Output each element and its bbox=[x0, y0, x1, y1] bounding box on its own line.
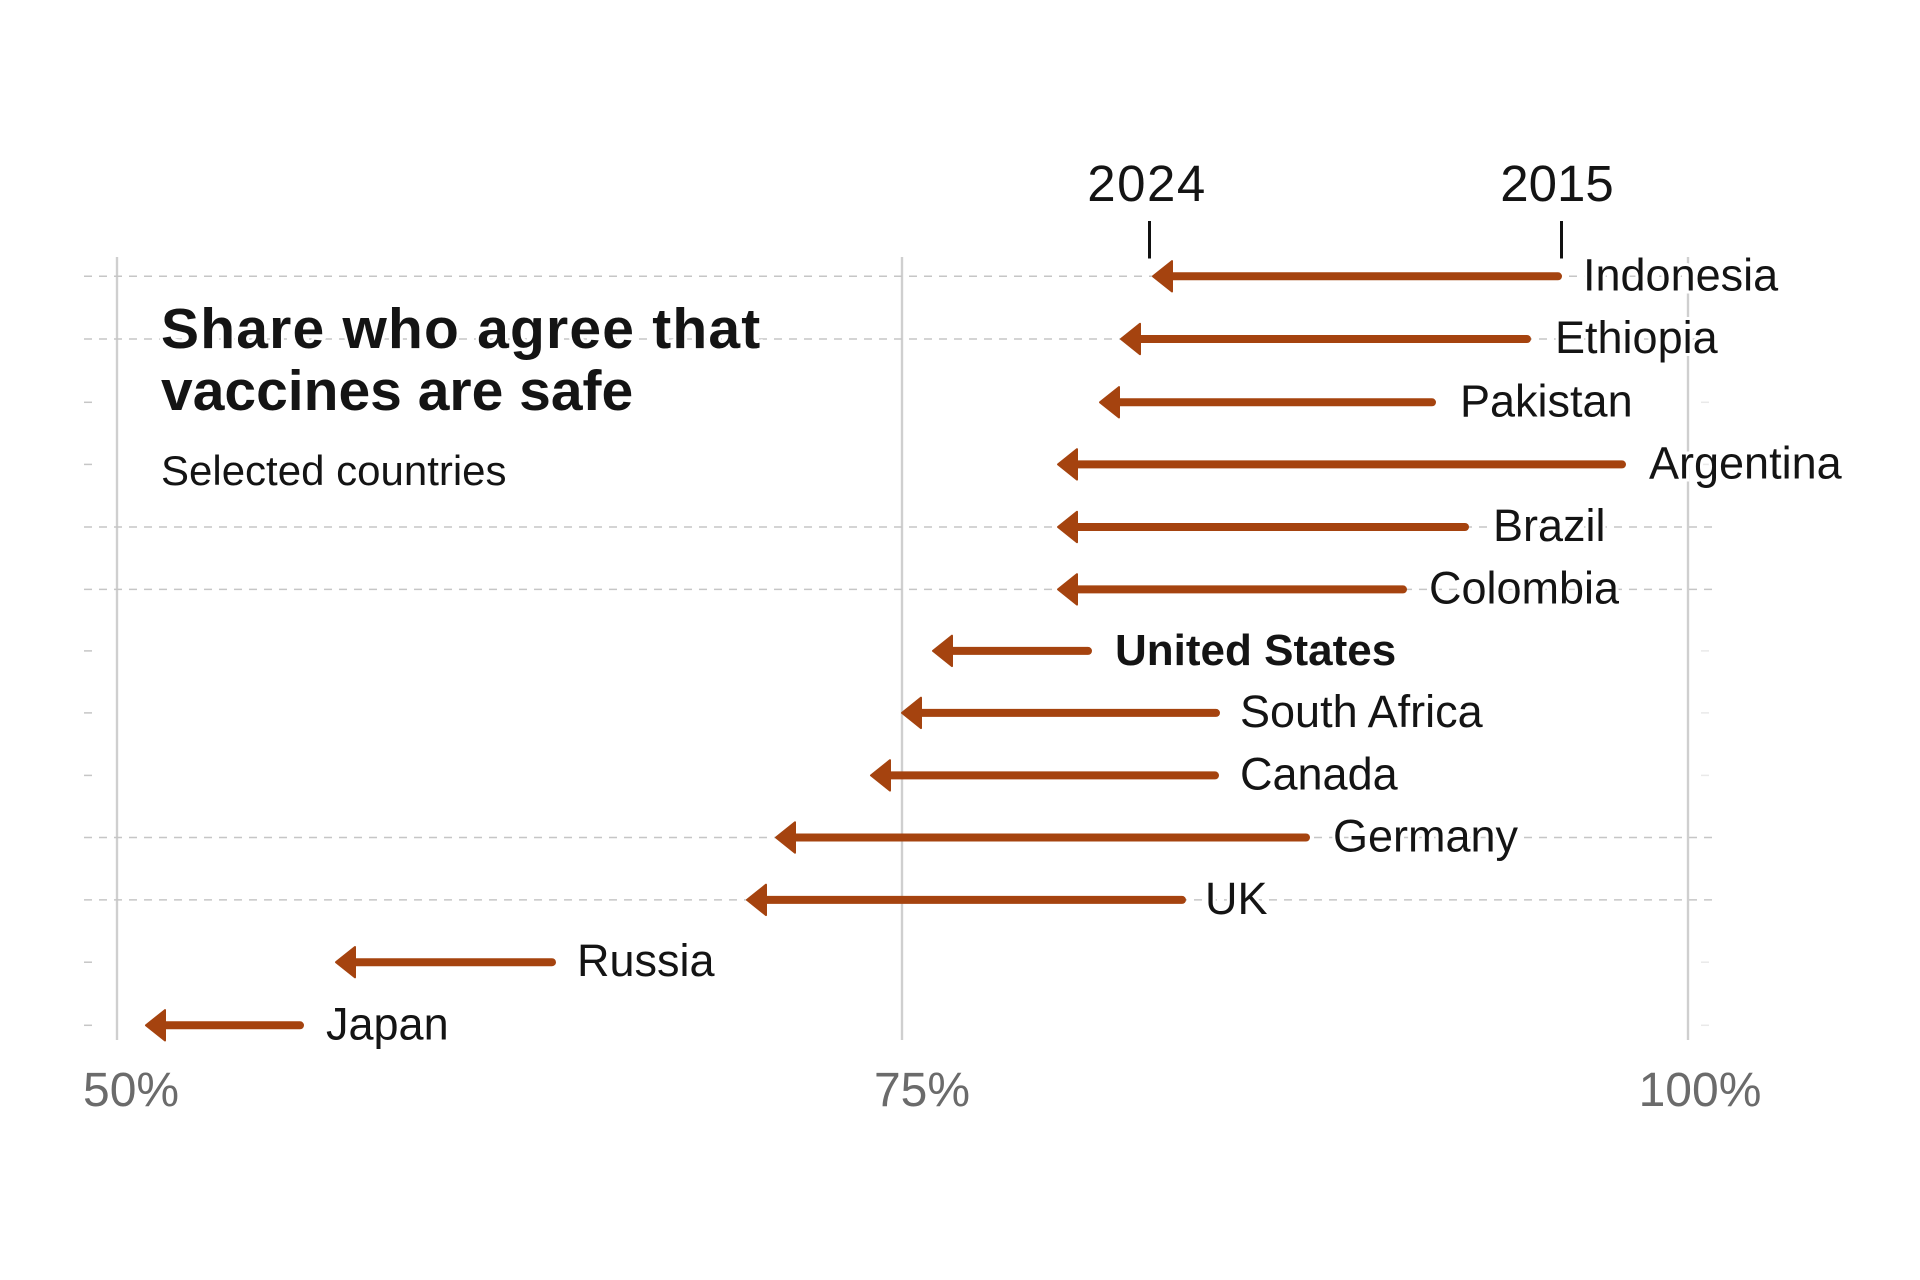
svg-text:South Africa: South Africa bbox=[1240, 686, 1484, 737]
svg-text:Colombia: Colombia bbox=[1429, 562, 1620, 613]
svg-text:Pakistan: Pakistan bbox=[1460, 375, 1633, 426]
svg-text:Brazil: Brazil bbox=[1493, 500, 1606, 551]
svg-text:Share who agree that: Share who agree that bbox=[161, 297, 762, 361]
svg-text:2024: 2024 bbox=[1087, 155, 1206, 212]
svg-text:Russia: Russia bbox=[577, 935, 716, 986]
svg-text:United States: United States bbox=[1115, 626, 1396, 675]
svg-text:75%: 75% bbox=[874, 1064, 970, 1117]
svg-text:Ethiopia: Ethiopia bbox=[1555, 312, 1719, 363]
svg-text:Canada: Canada bbox=[1240, 748, 1399, 799]
svg-text:Japan: Japan bbox=[326, 998, 449, 1049]
svg-text:Indonesia: Indonesia bbox=[1583, 249, 1779, 300]
svg-text:50%: 50% bbox=[83, 1064, 179, 1117]
svg-text:100%: 100% bbox=[1639, 1064, 1762, 1117]
svg-text:2015: 2015 bbox=[1500, 155, 1613, 212]
svg-text:Selected countries: Selected countries bbox=[161, 447, 507, 494]
svg-text:vaccines are safe: vaccines are safe bbox=[161, 359, 633, 423]
svg-text:Germany: Germany bbox=[1333, 811, 1519, 862]
svg-text:UK: UK bbox=[1205, 873, 1268, 924]
svg-text:Argentina: Argentina bbox=[1649, 437, 1843, 488]
